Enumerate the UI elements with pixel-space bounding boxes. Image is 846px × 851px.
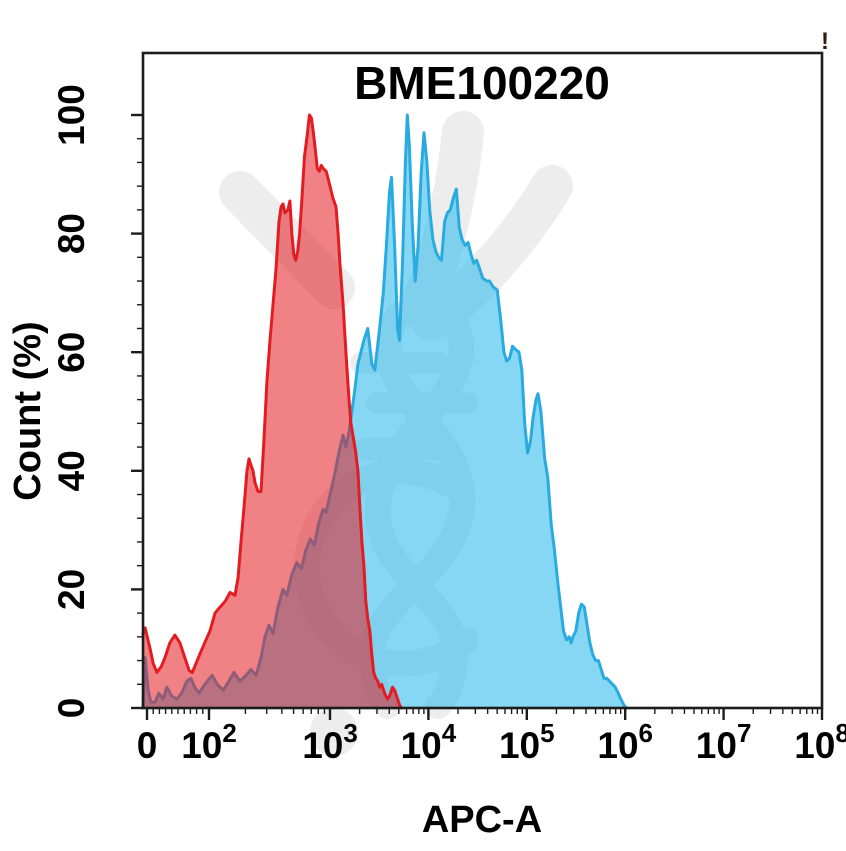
chart-title: BME100220 <box>354 57 610 109</box>
x-axis-label: APC-A <box>422 799 542 841</box>
x-tick-label: 103 <box>302 718 358 766</box>
y-tick-label: 40 <box>51 450 92 491</box>
x-tick-label: 0 <box>137 725 158 766</box>
y-tick-label: 100 <box>51 84 92 146</box>
series-blue-histogram-area <box>143 115 627 708</box>
y-tick-label: 0 <box>51 698 92 719</box>
histogram-series <box>141 113 628 710</box>
x-tick-label: 105 <box>499 718 555 766</box>
y-axis-label: Count (%) <box>7 321 49 500</box>
y-tick-label: 60 <box>51 332 92 373</box>
y-tick-label: 20 <box>51 569 92 610</box>
x-tick-label: 102 <box>181 718 237 766</box>
warning-mark: ! <box>821 28 829 55</box>
x-tick-label: 108 <box>794 718 846 766</box>
y-tick-label: 80 <box>51 213 92 254</box>
x-tick-label: 106 <box>597 718 653 766</box>
series-red-histogram-area <box>143 115 402 708</box>
plot-frame <box>141 51 824 710</box>
x-tick-label: 107 <box>696 718 752 766</box>
x-tick-label: 104 <box>401 718 457 766</box>
series-red-histogram-outline <box>141 113 403 710</box>
